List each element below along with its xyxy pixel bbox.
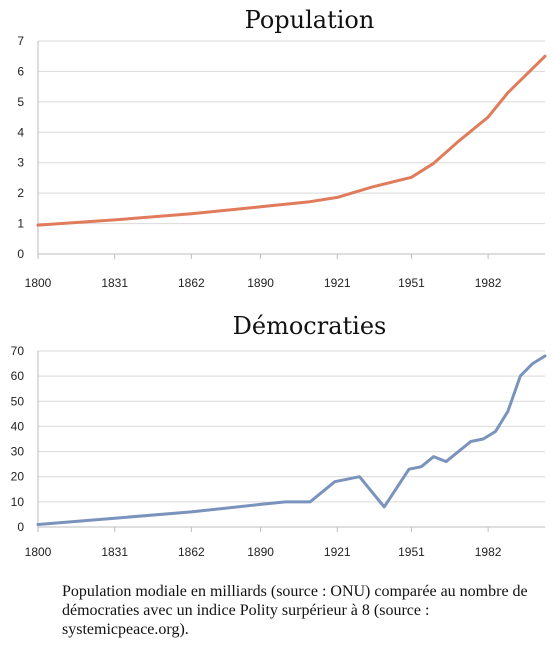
democracies-y-tick-label: 50: [11, 394, 25, 408]
democracies-y-tick-label: 0: [17, 520, 24, 534]
population-x-tick-label: 1921: [324, 276, 351, 290]
population-y-tick-label: 5: [17, 95, 24, 109]
democracies-series-line: [36, 354, 547, 526]
democracies-y-tick-label: 10: [11, 495, 25, 509]
population-y-tick-label: 4: [17, 125, 24, 139]
population-y-tick-label: 7: [17, 34, 24, 48]
population-y-tick-label: 6: [17, 64, 24, 78]
democracies-chart: Démocraties 0 10 20 30 40 50 60 70 1800 1831 1862 18…: [11, 312, 547, 559]
figure-caption: Population modiale en milliards (source …: [62, 583, 528, 638]
democracies-x-tick-label: 1831: [101, 545, 128, 559]
population-title: Population: [245, 6, 375, 34]
democracies-x-tick-label: 1982: [475, 545, 502, 559]
democracies-title: Démocraties: [233, 312, 387, 340]
democracies-x-tick-label: 1800: [25, 545, 52, 559]
population-y-tick-label: 2: [17, 186, 24, 200]
democracies-x-tick-label: 1862: [178, 545, 205, 559]
population-x-tick-label: 1800: [25, 276, 52, 290]
democracies-y-tick-label: 40: [11, 419, 25, 433]
democracies-x-tick-label: 1890: [247, 545, 274, 559]
population-y-tick-label: 1: [17, 217, 24, 231]
population-x-tick-label: 1890: [247, 276, 274, 290]
democracies-y-tick-label: 70: [11, 344, 25, 358]
population-y-tick-label: 0: [17, 247, 24, 261]
democracies-y-tick-label: 20: [11, 470, 25, 484]
democracies-x-tick-label: 1921: [324, 545, 351, 559]
population-y-tick-label: 3: [17, 156, 24, 170]
population-series-line: [36, 54, 547, 227]
population-x-tick-label: 1862: [178, 276, 205, 290]
population-x-tick-label: 1951: [398, 276, 425, 290]
population-x-tick-label: 1982: [475, 276, 502, 290]
democracies-y-tick-label: 60: [11, 369, 25, 383]
population-x-tick-label: 1831: [101, 276, 128, 290]
population-chart: Population 0 1 2 3 4 5 6 7 1800 1831 1862 1890 1921 19…: [17, 6, 547, 290]
democracies-y-tick-label: 30: [11, 445, 25, 459]
democracies-x-tick-label: 1951: [398, 545, 425, 559]
